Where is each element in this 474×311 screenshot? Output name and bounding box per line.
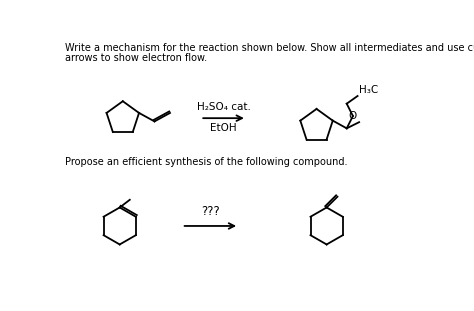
Text: Write a mechanism for the reaction shown below. Show all intermediates and use c: Write a mechanism for the reaction shown… [65, 44, 474, 53]
Text: ???: ??? [201, 205, 220, 218]
Text: EtOH: EtOH [210, 123, 237, 133]
Text: H₂SO₄ cat.: H₂SO₄ cat. [197, 102, 250, 112]
Text: H₃C: H₃C [359, 85, 378, 95]
Text: arrows to show electron flow.: arrows to show electron flow. [65, 53, 208, 63]
Text: Propose an efficient synthesis of the following compound.: Propose an efficient synthesis of the fo… [65, 157, 348, 167]
Text: O: O [349, 111, 357, 121]
